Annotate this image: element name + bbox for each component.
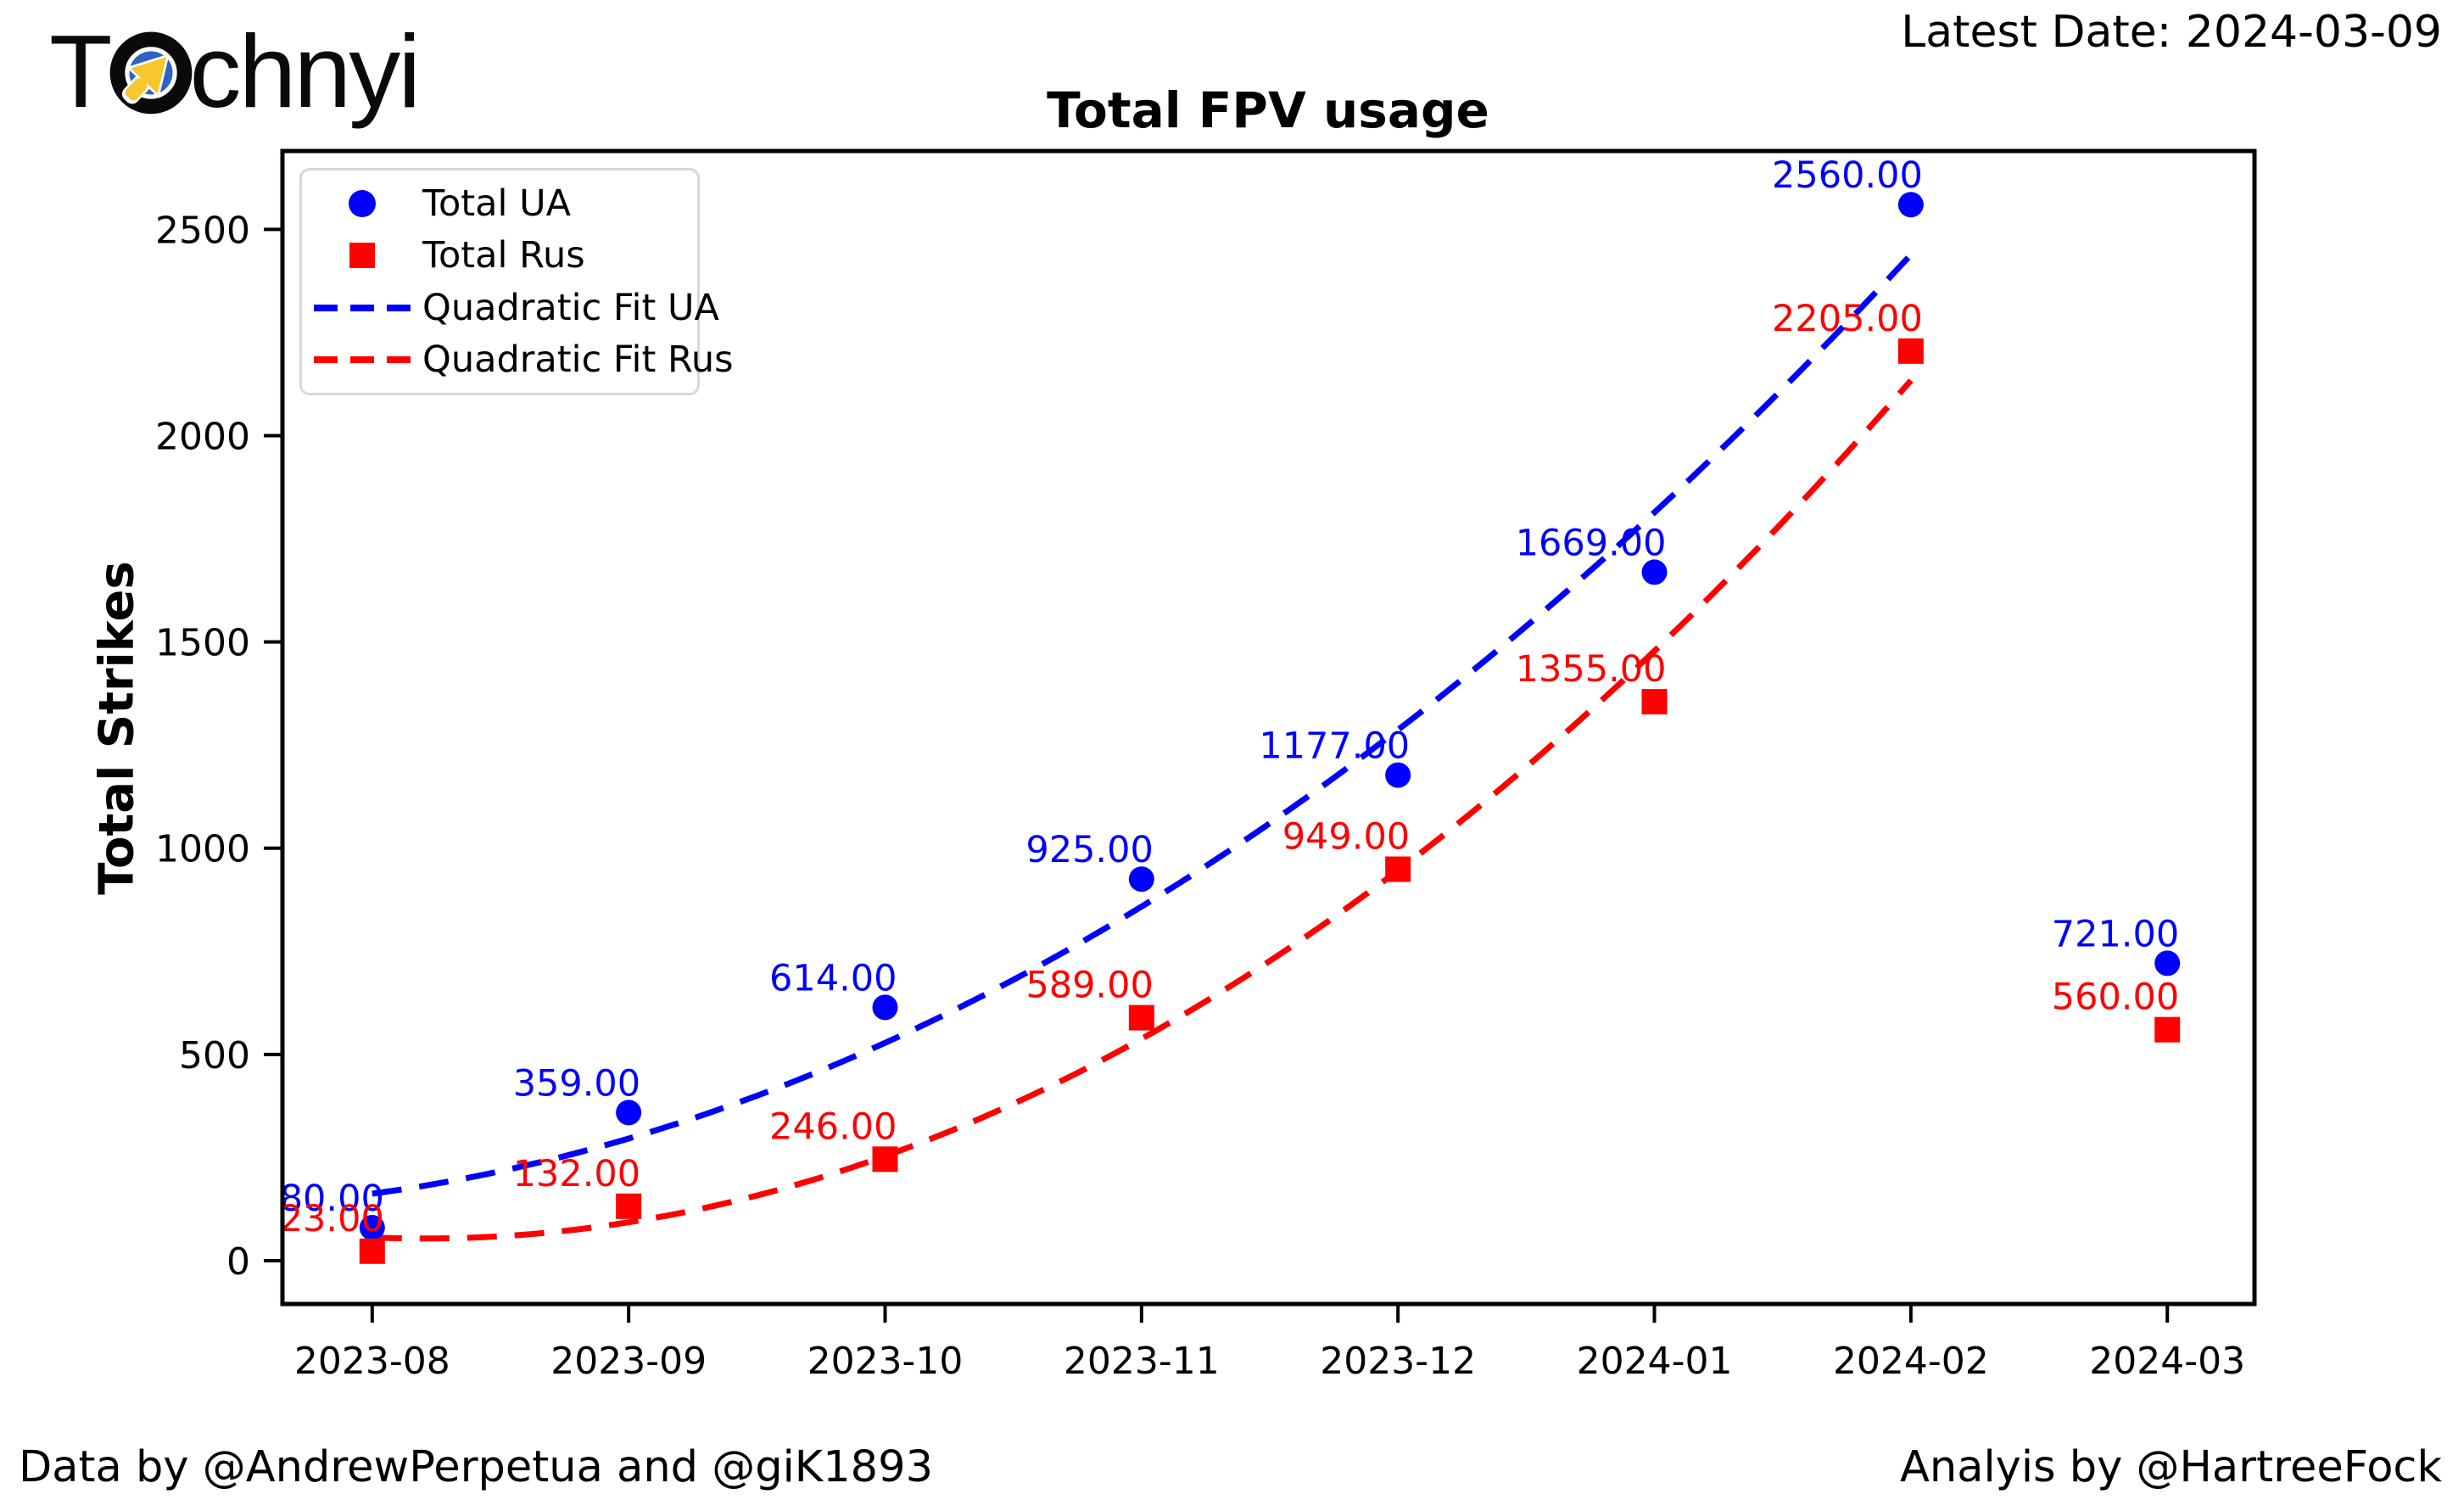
x-tick-label: 2024-02 [1833, 1340, 1989, 1383]
logo: T chnyi [49, 12, 422, 131]
x-tick-label: 2023-08 [294, 1340, 450, 1383]
value-label: 589.00 [1025, 965, 1153, 1007]
value-label: 2560.00 [1772, 154, 1923, 197]
legend: Total UA Total Rus Quadratic Fit UA Quad… [299, 168, 734, 395]
x-tick-label: 2023-12 [1320, 1340, 1476, 1383]
y-tick-label: 500 [179, 1034, 250, 1077]
data-point [1385, 856, 1411, 882]
dashed-line-icon [314, 356, 411, 364]
value-label: 925.00 [1025, 829, 1153, 871]
data-credit: Data by @AndrewPerpetua and @giK1893 [19, 1442, 934, 1492]
analysis-credit: Analyis by @HartreeFock [1900, 1442, 2442, 1492]
data-point [872, 994, 898, 1021]
data-point [616, 1193, 642, 1219]
square-marker-icon [349, 243, 375, 269]
data-point [359, 1238, 385, 1264]
value-label: 2205.00 [1772, 298, 1923, 340]
y-tick-label: 1500 [155, 622, 250, 665]
data-point [2154, 1016, 2181, 1043]
value-label: 23.00 [280, 1198, 384, 1240]
value-label: 721.00 [2052, 913, 2179, 955]
value-label: 80.00 [280, 1178, 384, 1220]
data-point [1128, 866, 1154, 893]
value-label: 614.00 [769, 957, 897, 999]
value-label: 246.00 [769, 1105, 897, 1148]
value-label: 132.00 [513, 1153, 640, 1195]
y-tick-label: 2000 [155, 415, 250, 458]
plot-frame [280, 148, 2257, 1307]
value-label: 359.00 [513, 1062, 640, 1105]
legend-item-total-ua: Total UA [302, 182, 697, 225]
fit-line-ua [372, 252, 1914, 1197]
chart-title: Total FPV usage [1047, 81, 1489, 139]
logo-text-suffix: chnyi [189, 14, 422, 129]
data-point [2154, 950, 2181, 977]
x-tick-label: 2024-03 [2089, 1340, 2245, 1383]
data-point [1385, 762, 1411, 788]
y-tick-label: 2500 [155, 209, 250, 252]
data-point [1641, 689, 1668, 715]
value-label: 1177.00 [1259, 725, 1410, 768]
legend-item-total-rus: Total Rus [302, 234, 697, 277]
x-tick-label: 2023-10 [807, 1340, 964, 1383]
value-label: 560.00 [2052, 977, 2179, 1019]
legend-label-fit-ua: Quadratic Fit UA [422, 286, 719, 329]
data-point [616, 1100, 642, 1126]
x-tick-label: 2023-09 [550, 1340, 707, 1383]
y-tick-label: 0 [226, 1240, 250, 1284]
data-point [359, 1215, 385, 1241]
data-point [1641, 559, 1668, 585]
x-tick-label: 2024-01 [1577, 1340, 1733, 1383]
data-point [1897, 338, 1924, 364]
legend-item-fit-ua: Quadratic Fit UA [302, 287, 719, 329]
y-axis-label: Total Strikes [89, 561, 145, 895]
latest-date-label: Latest Date: 2024-03-09 [1901, 7, 2442, 58]
legend-label-fit-rus: Quadratic Fit Rus [422, 339, 734, 382]
value-label: 1355.00 [1516, 648, 1667, 691]
fit-line-rus [372, 378, 1914, 1242]
circle-marker-icon [349, 189, 376, 217]
value-label: 949.00 [1282, 816, 1410, 859]
value-label: 1669.00 [1516, 522, 1667, 564]
data-point [872, 1146, 898, 1172]
logo-text-prefix: T [49, 14, 113, 129]
legend-item-fit-rus: Quadratic Fit Rus [302, 339, 734, 381]
data-point [1897, 192, 1924, 218]
legend-label-total-ua: Total UA [422, 182, 571, 225]
x-tick-label: 2023-11 [1064, 1340, 1220, 1383]
dashed-line-icon [314, 304, 411, 311]
y-tick-label: 1000 [155, 828, 250, 871]
legend-label-total-rus: Total Rus [422, 234, 585, 277]
target-cursor-icon [109, 31, 192, 115]
data-point [1128, 1005, 1154, 1031]
